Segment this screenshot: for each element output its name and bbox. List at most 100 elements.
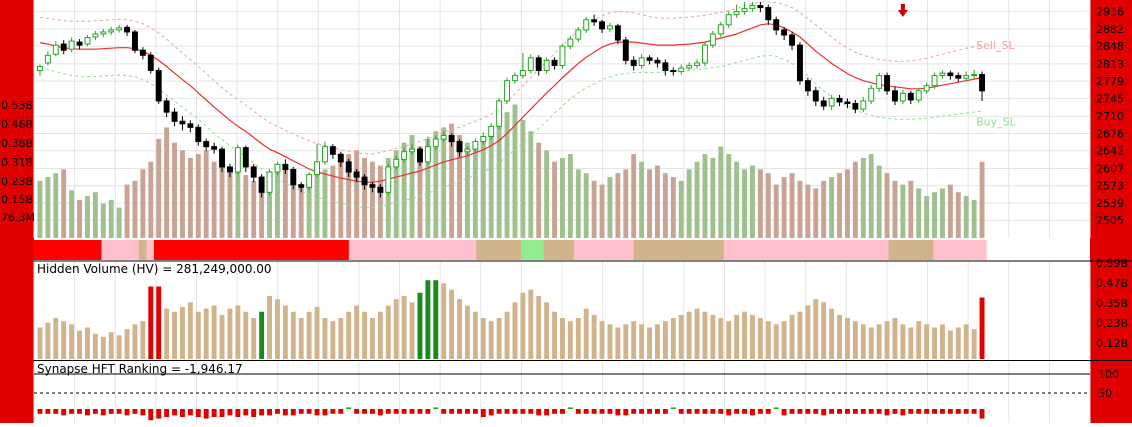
hv-bar-3: [61, 321, 67, 359]
strip-cell-46: [378, 240, 387, 260]
annotation-0: Sell_SL: [976, 39, 1015, 52]
hft-bar-116: [955, 409, 961, 414]
hft-bar-45: [393, 409, 399, 414]
hft-title: Synapse HFT Ranking = -1,946.17: [37, 362, 243, 376]
candle-body-95: [789, 34, 795, 46]
hv-bar-89: [742, 311, 747, 359]
volume-bar-36: [322, 169, 328, 238]
strip-cell-11: [116, 240, 125, 260]
moving-average-line: [39, 23, 983, 183]
candle-body-81: [678, 67, 685, 73]
volume-bar-93: [773, 184, 779, 238]
hv-bar-65: [552, 311, 557, 359]
candle-body-35: [314, 161, 320, 176]
candle-body-0: [37, 65, 43, 72]
hv-bar-101: [837, 314, 842, 359]
hft-bar-23: [219, 409, 225, 417]
hv-bar-109: [900, 324, 906, 359]
strip-cell-77: [611, 240, 620, 260]
candle-body-67: [567, 38, 574, 47]
candle-body-32: [290, 168, 297, 186]
strip-cell-101: [791, 240, 800, 260]
candle-body-82: [686, 64, 693, 69]
volume-bar-111: [916, 188, 922, 238]
hft-bar-53: [457, 409, 462, 414]
hft-bar-58: [496, 409, 502, 414]
volume-bar-84: [702, 154, 708, 238]
volume-bar-103: [852, 161, 858, 238]
strip-cell-106: [828, 240, 837, 260]
hv-bar-11: [124, 329, 130, 359]
hv-bar-94: [781, 321, 787, 359]
strip-cell-5: [71, 240, 80, 260]
volume-bar-0: [37, 180, 43, 238]
candle-body-61: [519, 70, 526, 77]
hv-bar-34: [306, 311, 312, 359]
hv-bar-104: [860, 324, 866, 359]
candle-body-107: [884, 75, 890, 92]
volume-bar-52: [449, 123, 455, 238]
hv-bar-78: [655, 324, 660, 359]
hft-bar-26: [243, 409, 249, 416]
candle-body-108: [892, 90, 898, 102]
candle-body-56: [480, 135, 487, 143]
volume-bar-27: [251, 180, 257, 238]
strip-cell-8: [93, 240, 103, 260]
signal-arrow-head-0: [897, 10, 908, 17]
candle-body-48: [417, 148, 423, 163]
candle-body-5: [76, 41, 83, 46]
hv-bar-79: [662, 321, 668, 359]
band-lines: [39, 1, 983, 208]
candle-body-53: [456, 141, 463, 153]
candle-body-89: [741, 8, 748, 13]
strip-cell-29: [251, 240, 260, 260]
volume-bar-99: [821, 180, 827, 238]
hv-bar-0: [37, 327, 43, 359]
strip-cell-1: [41, 240, 50, 260]
hv-bar-63: [536, 295, 542, 359]
hft-bar-22: [211, 409, 217, 417]
volume-bar-59: [504, 112, 510, 238]
strip-cell-18: [168, 240, 178, 260]
hv-bar-59: [504, 311, 510, 359]
hft-bar-14: [148, 409, 154, 421]
volume-bar-72: [607, 176, 613, 238]
hft-bar-38: [338, 409, 344, 414]
candle-body-69: [583, 19, 590, 31]
hft-bar-82: [686, 409, 692, 414]
hv-bar-25: [235, 305, 241, 359]
hft-bar-119: [979, 409, 985, 419]
hv-bar-56: [480, 318, 486, 359]
hv-bar-4: [69, 324, 75, 359]
strip-cell-72: [573, 240, 582, 260]
candle-body-44: [385, 166, 392, 193]
strip-cell-50: [408, 240, 417, 260]
volume-bar-91: [757, 169, 763, 238]
hft-bar-41: [362, 409, 367, 414]
strip-cell-70: [558, 240, 567, 260]
strip-cell-58: [468, 240, 477, 260]
strip-cell-107: [836, 240, 845, 260]
hft-bar-54: [465, 409, 470, 414]
volume-bar-50: [433, 131, 439, 238]
strip-cell-28: [243, 240, 252, 260]
candle-body-24: [227, 166, 233, 173]
hv-bar-47: [409, 302, 415, 359]
candle-body-3: [60, 43, 67, 51]
hv-bar-86: [718, 318, 724, 359]
volume-bar-33: [298, 184, 304, 238]
strip-cell-100: [783, 240, 792, 260]
hft-bar-57: [488, 409, 494, 416]
strip-cell-116: [903, 240, 912, 260]
volume-bar-86: [718, 146, 724, 238]
candle-body-38: [337, 153, 344, 163]
hv-bar-82: [686, 311, 692, 359]
hv-bar-61: [520, 292, 526, 359]
candle-body-86: [717, 24, 724, 35]
strip-cell-97: [761, 240, 770, 260]
volume-bar-118: [971, 199, 977, 238]
candle-body-117: [963, 75, 970, 79]
strip-cell-39: [326, 240, 335, 260]
hft-bar-11: [124, 409, 130, 416]
hv-bar-2: [53, 318, 59, 359]
